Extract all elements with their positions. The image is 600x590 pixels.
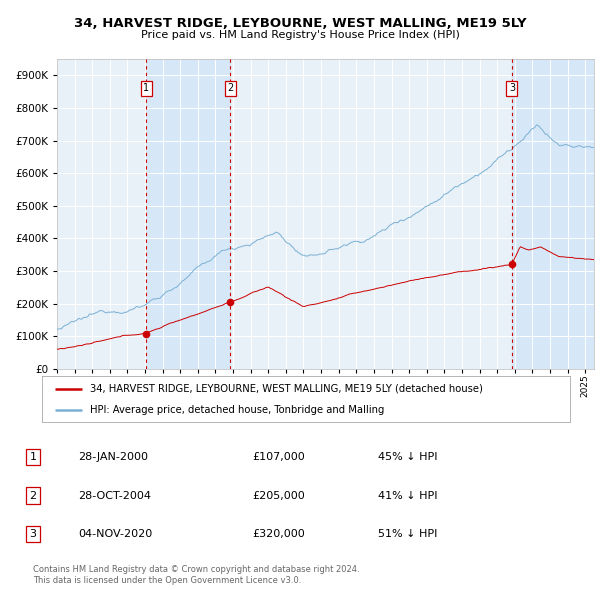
Text: 51% ↓ HPI: 51% ↓ HPI	[378, 529, 437, 539]
Text: HPI: Average price, detached house, Tonbridge and Malling: HPI: Average price, detached house, Tonb…	[89, 405, 384, 415]
Bar	[146, 59, 230, 369]
Text: £320,000: £320,000	[252, 529, 305, 539]
Text: 45% ↓ HPI: 45% ↓ HPI	[378, 453, 437, 462]
Text: 41% ↓ HPI: 41% ↓ HPI	[378, 491, 437, 500]
Text: 1: 1	[143, 83, 149, 93]
Text: 34, HARVEST RIDGE, LEYBOURNE, WEST MALLING, ME19 5LY (detached house): 34, HARVEST RIDGE, LEYBOURNE, WEST MALLI…	[89, 384, 482, 394]
Text: 34, HARVEST RIDGE, LEYBOURNE, WEST MALLING, ME19 5LY: 34, HARVEST RIDGE, LEYBOURNE, WEST MALLI…	[74, 17, 526, 30]
Text: Contains HM Land Registry data © Crown copyright and database right 2024.: Contains HM Land Registry data © Crown c…	[33, 565, 359, 574]
Text: Price paid vs. HM Land Registry's House Price Index (HPI): Price paid vs. HM Land Registry's House …	[140, 30, 460, 40]
Text: 2: 2	[227, 83, 233, 93]
Text: This data is licensed under the Open Government Licence v3.0.: This data is licensed under the Open Gov…	[33, 576, 301, 585]
Text: £107,000: £107,000	[252, 453, 305, 462]
Text: £205,000: £205,000	[252, 491, 305, 500]
Text: 1: 1	[29, 453, 37, 462]
Text: 28-OCT-2004: 28-OCT-2004	[78, 491, 151, 500]
Text: 28-JAN-2000: 28-JAN-2000	[78, 453, 148, 462]
Text: 2: 2	[29, 491, 37, 500]
Bar	[512, 59, 594, 369]
Text: 04-NOV-2020: 04-NOV-2020	[78, 529, 152, 539]
Text: 3: 3	[29, 529, 37, 539]
Text: 3: 3	[509, 83, 515, 93]
